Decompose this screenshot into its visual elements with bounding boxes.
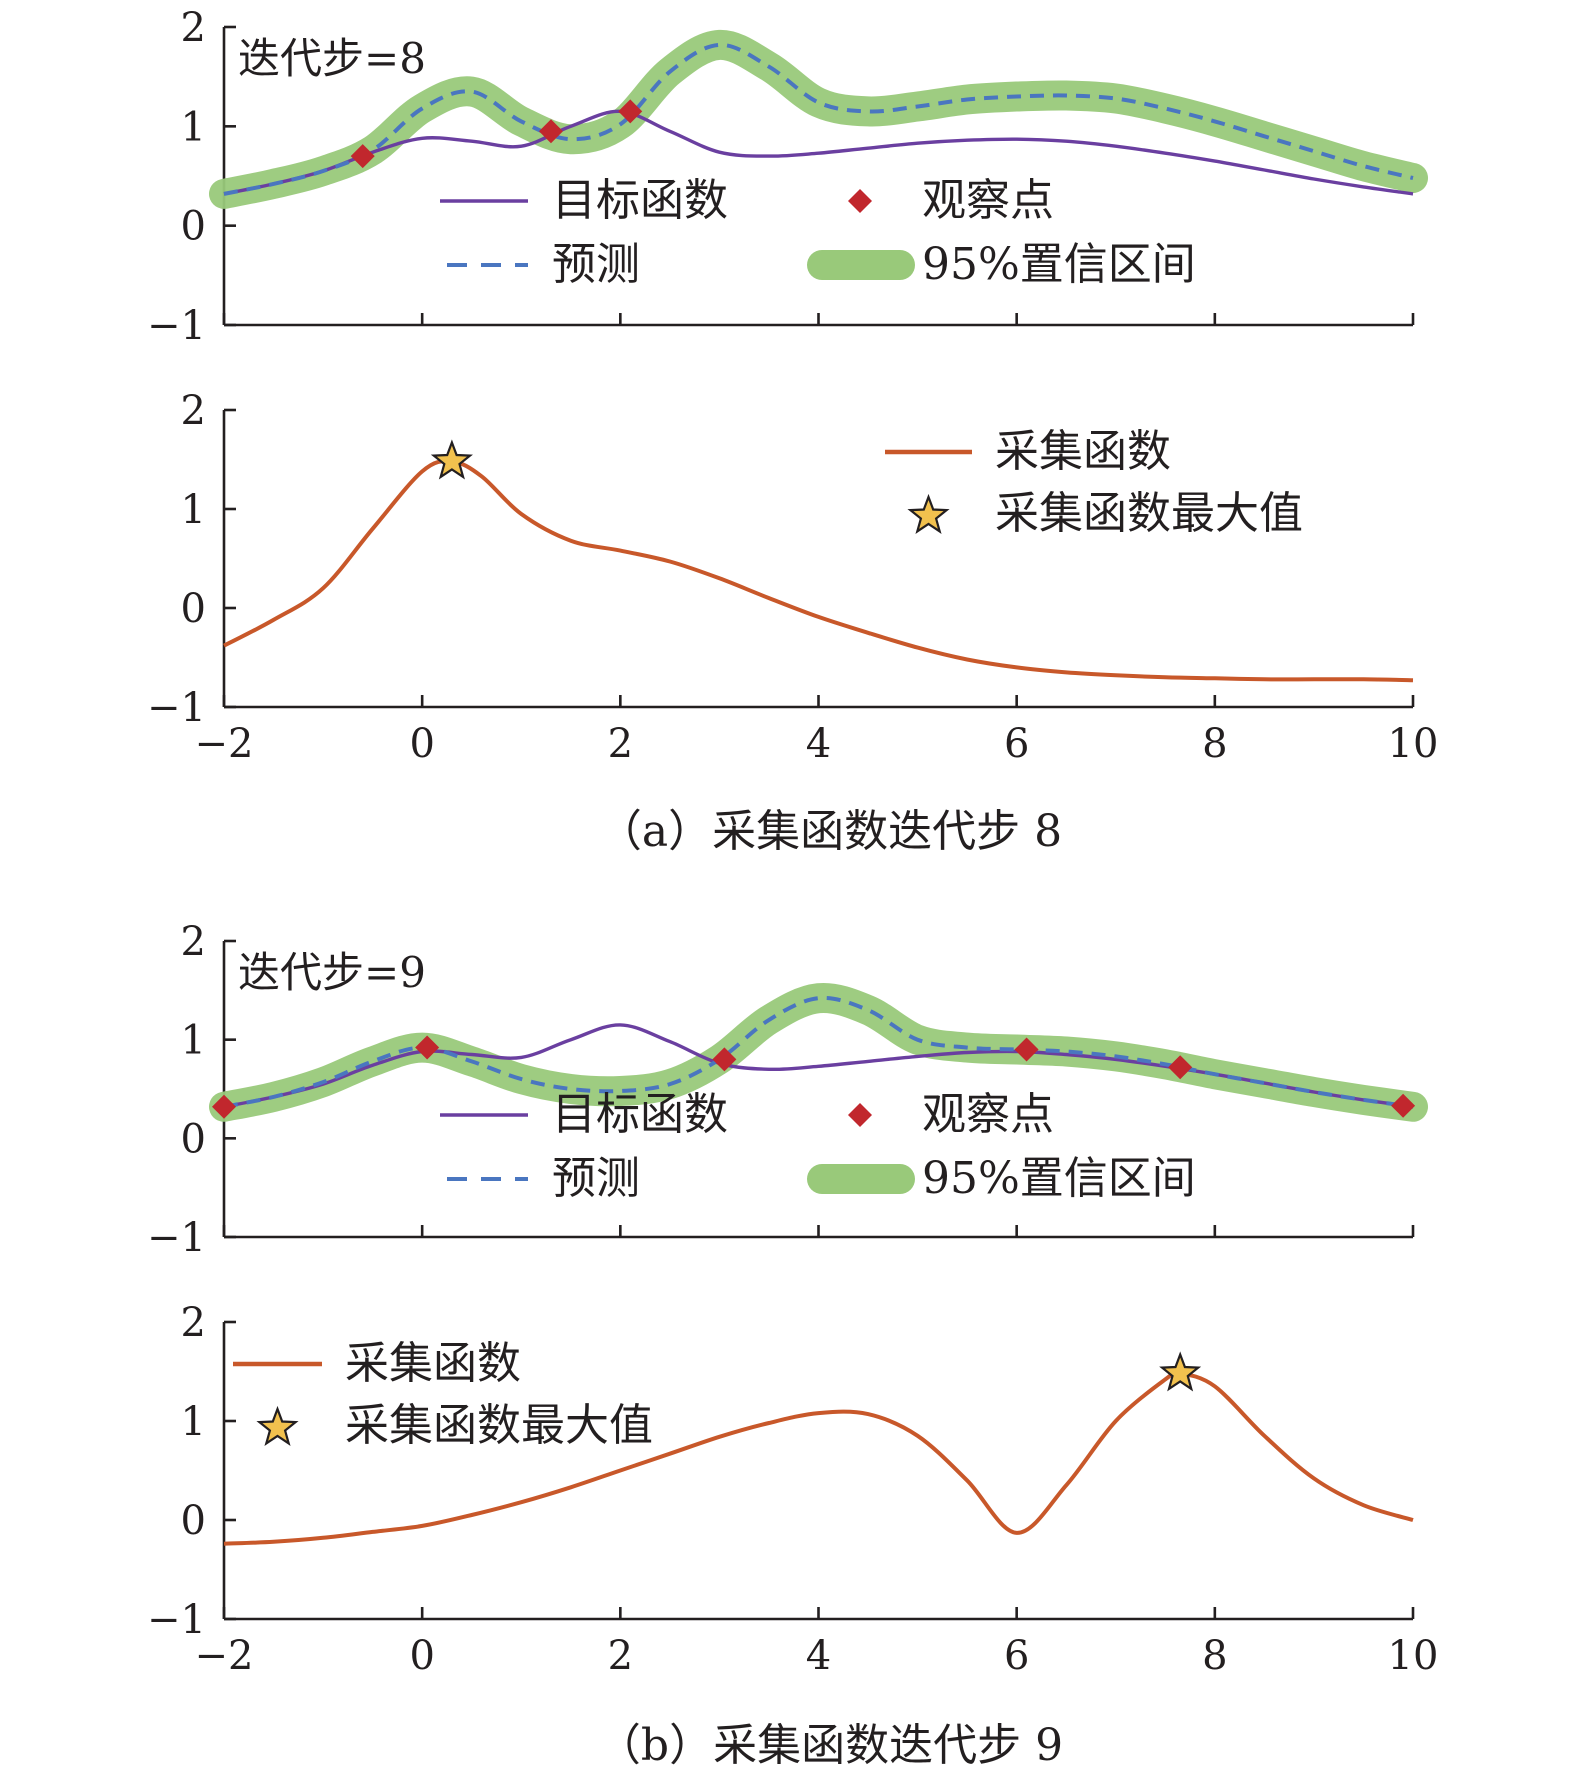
- legend-observation-label: 观察点: [922, 175, 1054, 226]
- observation-point: [618, 99, 643, 124]
- y-tick-label: 0: [181, 204, 206, 250]
- legend-maximum-label: 采集函数最大值: [995, 488, 1303, 539]
- acquisition-function-line: [223, 1370, 1414, 1546]
- x-tick-label: 6: [1004, 721, 1029, 767]
- y-tick-label: 1: [181, 104, 206, 150]
- x-tick-label: 4: [806, 1633, 831, 1679]
- iteration-step-label: 迭代步=8: [238, 34, 426, 83]
- y-tick-label: 1: [181, 1018, 206, 1064]
- caption-b: （b）采集函数迭代步 9: [597, 1720, 1063, 1767]
- legend-maximum-label: 采集函数最大值: [345, 1400, 653, 1451]
- legend-maximum-swatch: [907, 493, 950, 534]
- y-tick-label: 1: [181, 1399, 206, 1445]
- target-function-line: [223, 109, 1414, 196]
- x-tick-label: 10: [1388, 721, 1439, 767]
- x-tick-label: 0: [409, 721, 434, 767]
- x-tick-label: 4: [806, 721, 831, 767]
- y-tick-label: −1: [147, 1215, 206, 1261]
- x-tick-label: −2: [195, 1633, 254, 1679]
- acquisition-function-line: [223, 459, 1414, 683]
- observation-point: [1014, 1037, 1039, 1062]
- x-tick-label: −2: [195, 721, 254, 767]
- x-tick-label: 6: [1004, 1633, 1029, 1679]
- observation-point: [1391, 1093, 1416, 1118]
- legend-prediction-label: 预测: [552, 239, 640, 290]
- legend-target-label: 目标函数: [552, 1089, 728, 1140]
- x-tick-label: 8: [1202, 721, 1227, 767]
- observation-point: [712, 1047, 737, 1072]
- observation-point: [350, 144, 375, 169]
- prediction-line: [223, 42, 1414, 196]
- legend-confidence-label: 95%置信区间: [922, 239, 1196, 290]
- y-tick-label: 2: [181, 5, 206, 51]
- y-tick-label: 0: [181, 586, 206, 632]
- legend-prediction-label: 预测: [552, 1153, 640, 1204]
- x-tick-label: 2: [608, 721, 633, 767]
- iteration-step-label: 迭代步=9: [238, 948, 426, 997]
- y-tick-label: −1: [147, 1597, 206, 1643]
- x-tick-label: 10: [1388, 1633, 1439, 1679]
- observation-point: [538, 119, 563, 144]
- caption-a: （a）采集函数迭代步 8: [598, 806, 1062, 857]
- y-tick-label: 2: [181, 919, 206, 965]
- legend-maximum-swatch: [256, 1405, 299, 1446]
- observation-point: [212, 1094, 236, 1119]
- y-tick-label: 2: [181, 1300, 206, 1346]
- legend-target-label: 目标函数: [552, 175, 728, 226]
- legend-observation-label: 观察点: [922, 1089, 1054, 1140]
- legend-acquisition-label: 采集函数: [345, 1338, 521, 1389]
- legend-observation-swatch: [848, 189, 872, 213]
- observation-point: [1168, 1055, 1193, 1080]
- legend-observation-swatch: [848, 1103, 872, 1127]
- y-tick-label: 0: [181, 1498, 206, 1544]
- y-tick-label: −1: [147, 303, 206, 349]
- y-tick-label: −1: [147, 685, 206, 731]
- acquisition-max-star: [430, 439, 473, 480]
- x-tick-label: 2: [608, 1633, 633, 1679]
- legend-confidence-label: 95%置信区间: [922, 1153, 1196, 1204]
- legend-acquisition-label: 采集函数: [995, 426, 1171, 477]
- y-tick-label: 1: [181, 487, 206, 533]
- observation-point: [415, 1035, 440, 1060]
- acquisition-max-star: [1159, 1351, 1202, 1392]
- x-tick-label: 0: [409, 1633, 434, 1679]
- y-tick-label: 0: [181, 1116, 206, 1162]
- x-tick-label: 8: [1202, 1633, 1227, 1679]
- y-tick-label: 2: [181, 388, 206, 434]
